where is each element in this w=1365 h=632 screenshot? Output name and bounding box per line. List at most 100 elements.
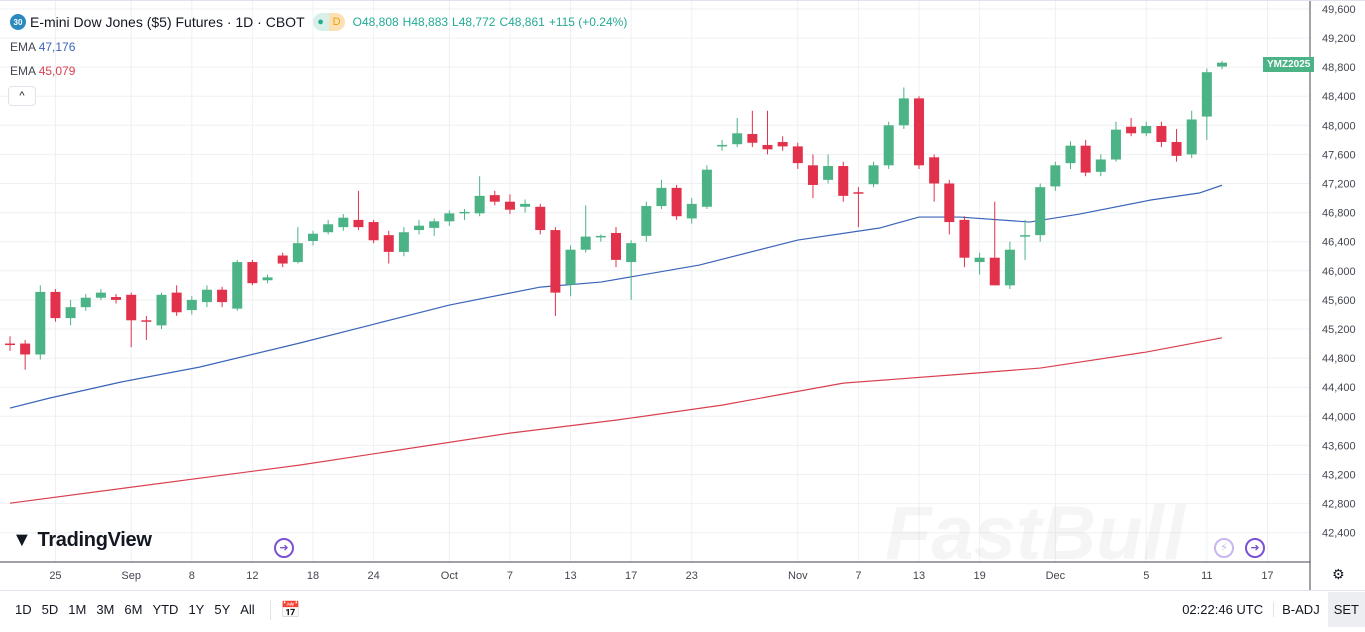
candle-down	[1126, 126, 1137, 134]
goto-date-calendar-icon[interactable]: 📅	[269, 599, 301, 620]
candle-up	[95, 292, 106, 298]
candle-down	[777, 142, 788, 147]
candle-down	[929, 157, 940, 184]
candle-down	[504, 201, 515, 210]
ohlc-change: +115 (+0.24%)	[548, 15, 628, 29]
candle-down	[535, 206, 546, 231]
candle-up	[580, 236, 591, 250]
x-tick-label: 11	[1201, 570, 1212, 582]
candle-down	[747, 134, 758, 143]
y-tick-label: 45,600	[1322, 295, 1356, 307]
candle-down	[1156, 126, 1167, 143]
candle-up	[898, 98, 909, 126]
delayed-badge: D	[328, 13, 345, 31]
candle-down	[277, 255, 288, 264]
x-tick-label: 25	[49, 570, 61, 582]
ema-slow-line	[9, 337, 1223, 504]
range-5d[interactable]: 5D	[41, 602, 59, 617]
y-tick-label: 43,200	[1322, 470, 1356, 482]
candle-up	[1110, 129, 1121, 160]
candle-up	[262, 277, 273, 281]
y-tick-label: 47,600	[1322, 149, 1356, 161]
candle-down	[944, 183, 955, 223]
candle-up	[565, 249, 576, 285]
y-tick-label: 46,400	[1322, 237, 1356, 249]
x-tick-label: Sep	[121, 570, 141, 582]
symbol-title[interactable]: E-mini Dow Jones ($5) Futures · 1D · CBO…	[30, 14, 305, 30]
candle-down	[489, 195, 500, 202]
y-tick-label: 44,800	[1322, 353, 1356, 365]
candle-up	[398, 232, 409, 252]
market-status-pill[interactable]: ● D	[312, 13, 345, 31]
range-1d[interactable]: 1D	[15, 602, 32, 617]
ema-label: EMA	[10, 40, 36, 54]
x-tick-label: 5	[1143, 570, 1149, 582]
candle-down	[611, 232, 621, 260]
symbol-badge: 30	[10, 14, 26, 30]
lightning-icon[interactable]: ⚡	[1214, 538, 1234, 558]
x-tick-label: 13	[913, 570, 925, 582]
candle-up	[323, 224, 334, 233]
candle-up	[65, 307, 76, 319]
y-tick-label: 46,000	[1322, 266, 1356, 278]
ema-value: 47,176	[38, 40, 76, 54]
candle-down	[1171, 142, 1182, 156]
b-adj-button[interactable]: B-ADJ	[1273, 602, 1328, 617]
x-tick-label: 12	[246, 570, 258, 582]
clock-time[interactable]: 02:22:46 UTC	[1182, 602, 1264, 617]
x-tick-label: 24	[367, 570, 379, 582]
y-tick-label: 42,400	[1322, 528, 1356, 540]
candle-up	[1186, 119, 1197, 155]
settlement-button[interactable]: SET	[1327, 592, 1365, 627]
candle-up	[201, 289, 212, 303]
candle-up	[474, 195, 485, 214]
candle-up	[868, 165, 879, 185]
x-tick-label: 18	[307, 570, 319, 582]
market-open-dot-icon: ●	[312, 13, 329, 31]
candle-up	[459, 211, 470, 214]
collapse-legend-button[interactable]: ^	[8, 86, 36, 106]
candle-down	[989, 257, 1000, 286]
range-5y[interactable]: 5Y	[214, 602, 231, 617]
logo-text: TradingView	[37, 529, 152, 551]
candle-down	[383, 235, 394, 252]
x-tick-label: 23	[686, 570, 698, 582]
settings-gear-icon[interactable]: ⚙	[1332, 566, 1345, 582]
candle-down	[247, 262, 258, 284]
candle-up	[444, 213, 455, 222]
range-3m[interactable]: 3M	[96, 602, 115, 617]
candle-down	[217, 289, 228, 303]
y-tick-label: 42,800	[1322, 499, 1356, 511]
x-tick-label: Nov	[788, 570, 808, 582]
candle-down	[126, 294, 137, 321]
candle-up	[717, 144, 728, 147]
candle-up	[308, 233, 318, 241]
x-tick-label: 17	[625, 570, 637, 582]
tradingview-logo[interactable]: ▼ TradingView	[12, 529, 152, 552]
candle-up	[732, 133, 743, 145]
range-6m[interactable]: 6M	[124, 602, 143, 617]
range-ytd[interactable]: YTD	[152, 602, 179, 617]
candle-up	[429, 221, 440, 228]
range-all[interactable]: All	[240, 602, 255, 617]
candle-up	[232, 262, 243, 309]
range-1y[interactable]: 1Y	[188, 602, 205, 617]
candle-up	[292, 243, 303, 263]
candle-down	[171, 292, 182, 313]
candle-up	[686, 203, 697, 219]
candle-up	[1004, 249, 1015, 286]
ohlc-open: O48,808	[352, 15, 399, 29]
candle-up	[1020, 235, 1031, 237]
candle-up	[626, 243, 637, 263]
go-to-realtime-icon[interactable]: ➜	[274, 538, 294, 558]
price-chart[interactable]: 49,600 49,200 48,800 48,400 48,000 47,600 47,2…	[0, 0, 1365, 590]
candle-up	[1035, 187, 1046, 236]
range-1m[interactable]: 1M	[68, 602, 87, 617]
x-tick-label: 7	[507, 570, 513, 582]
candle-up	[338, 217, 349, 228]
ema-slow-legend[interactable]: EMA 45,079	[10, 64, 75, 78]
ema-fast-line	[9, 184, 1223, 409]
ema-fast-legend[interactable]: EMA 47,176	[10, 40, 75, 54]
x-tick-label: 7	[855, 570, 861, 582]
scroll-right-icon[interactable]: ➜	[1245, 538, 1265, 558]
